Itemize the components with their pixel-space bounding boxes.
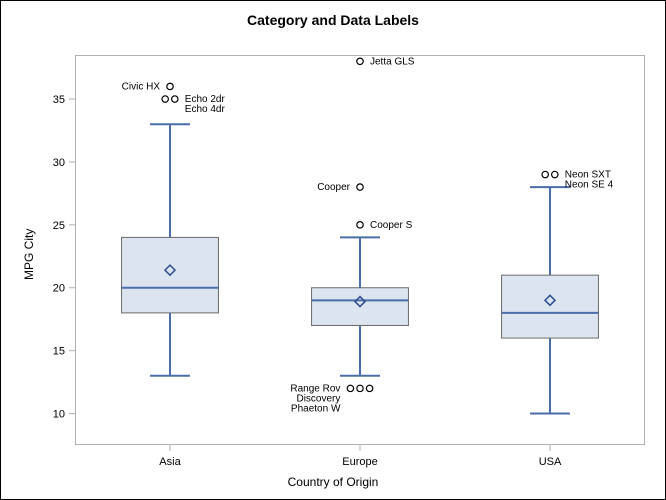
y-axis-label: MPG City (22, 229, 36, 280)
outlier-marker (347, 385, 353, 391)
outlier-marker (552, 171, 558, 177)
y-tick-label: 25 (53, 220, 65, 232)
y-tick-label: 15 (53, 346, 65, 358)
x-axis-label: Country of Origin (0, 475, 666, 489)
outlier-marker (167, 83, 173, 89)
y-tick-label: 30 (53, 157, 65, 169)
y-tick-label: 35 (53, 94, 65, 106)
outlier-marker (172, 96, 178, 102)
outlier-marker (357, 184, 363, 190)
outlier-marker (162, 96, 168, 102)
outlier-marker (357, 222, 363, 228)
box (502, 275, 599, 338)
outlier-marker (357, 58, 363, 64)
outlier-label: Neon SE 4 (565, 180, 614, 191)
outlier-marker (542, 171, 548, 177)
outlier-label: Cooper (317, 182, 350, 193)
chart-container: Category and Data Labels 101520253035Asi… (0, 0, 666, 500)
y-tick-label: 10 (53, 409, 65, 421)
x-tick-label: Europe (342, 456, 377, 468)
outlier-label: Jetta GLS (370, 56, 415, 67)
outlier-label: Cooper S (370, 220, 413, 231)
x-tick-label: Asia (159, 456, 181, 468)
x-tick-label: USA (539, 456, 562, 468)
boxplot-svg: 101520253035AsiaCivic HXEcho 2drEcho 4dr… (0, 0, 666, 500)
outlier-marker (366, 385, 372, 391)
y-tick-label: 20 (53, 283, 65, 295)
outlier-marker (357, 385, 363, 391)
outlier-label: Echo 4dr (185, 104, 226, 115)
outlier-label: Phaeton W (291, 403, 341, 414)
outlier-label: Civic HX (122, 81, 161, 92)
